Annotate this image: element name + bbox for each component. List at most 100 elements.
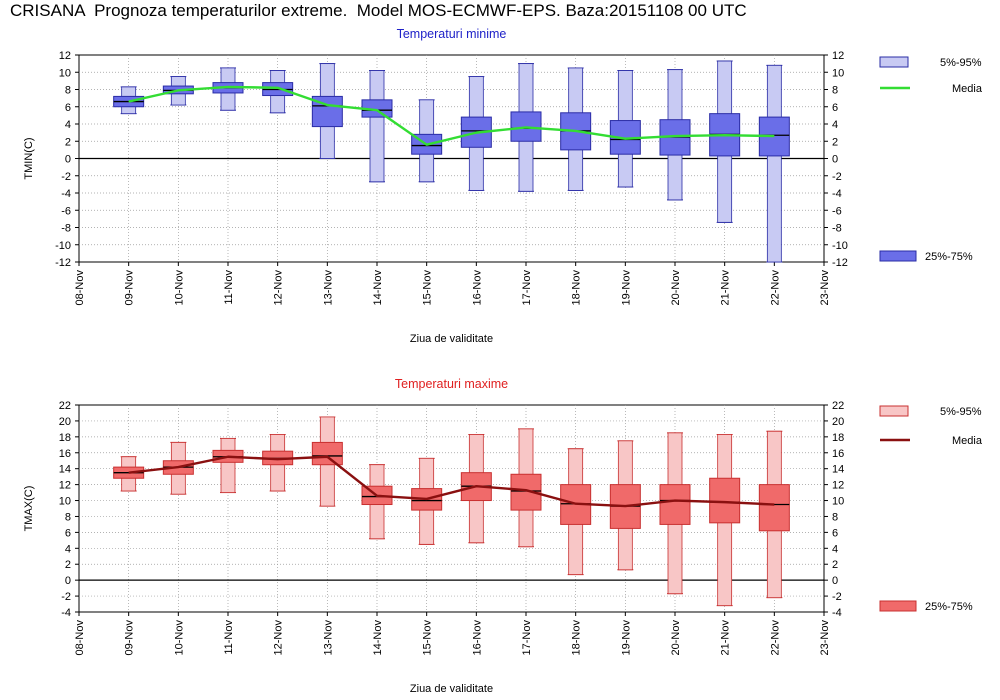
tmax-plot-frame	[78, 404, 825, 613]
tmax-ytick-label: 8	[65, 511, 71, 523]
tmax-ytick-label: 10	[59, 496, 71, 508]
tmin-xtick-label: 22-Nov	[769, 270, 781, 306]
tmin-xtick-label: 15-Nov	[422, 270, 434, 306]
tmin-xtick-label: 14-Nov	[372, 270, 384, 306]
tmax-chart-title: Temperaturi maxime	[395, 377, 508, 391]
tmin-ytick-label: 0	[65, 154, 71, 166]
tmax-ytick-label-right: 0	[832, 575, 838, 587]
tmin-ytick-label: -6	[61, 205, 71, 217]
tmin-xtick-label: 13-Nov	[322, 270, 334, 306]
tmax-legend-range-swatch	[879, 405, 909, 417]
tmax-ytick-label: 22	[59, 400, 71, 412]
tmin-ytick-label-right: 0	[832, 154, 838, 166]
tmax-ytick-label: 12	[59, 480, 71, 492]
tmin-range-5-95-box	[369, 70, 385, 183]
tmin-xtick-label: 12-Nov	[273, 270, 285, 306]
tmin-ytick-label-right: 2	[832, 136, 838, 148]
tmax-xtick-label: 19-Nov	[620, 620, 632, 656]
tmin-ytick-label: 12	[59, 50, 71, 62]
tmax-ytick-label-right: 2	[832, 559, 838, 571]
tmin-ytick-label-right: -4	[832, 188, 842, 200]
tmin-ytick-label: -12	[55, 257, 71, 269]
tmax-ytick-label-right: -4	[832, 607, 842, 619]
tmin-ytick-label: -10	[55, 240, 71, 252]
tmax-xtick-label: 20-Nov	[670, 620, 682, 656]
tmin-legend-range-label: 5%-95%	[940, 57, 982, 69]
tmin-ytick-label-right: -2	[832, 171, 842, 183]
tmax-xtick-label: 13-Nov	[322, 620, 334, 656]
tmin-legend-iqr-label: 25%-75%	[925, 251, 973, 263]
tmax-ytick-label: 6	[65, 527, 71, 539]
tmax-xtick-label: 12-Nov	[273, 620, 285, 656]
tmin-ytick-label-right: 4	[832, 119, 838, 131]
tmin-xtick-label: 23-Nov	[819, 270, 831, 306]
tmin-xtick-label: 18-Nov	[571, 270, 583, 306]
tmin-xtick-label: 16-Nov	[471, 270, 483, 306]
tmin-xtick-label: 19-Nov	[620, 270, 632, 306]
tmin-ytick-label: 6	[65, 102, 71, 114]
tmax-ytick-label-right: 12	[832, 480, 844, 492]
tmax-ytick-label: 0	[65, 575, 71, 587]
tmin-xlabel: Ziua de validitate	[410, 333, 493, 345]
tmin-xtick-label: 09-Nov	[124, 270, 136, 306]
tmin-xtick-label: 10-Nov	[173, 270, 185, 306]
tmin-legend-media-label: Media	[952, 83, 983, 95]
tmax-xtick-label: 10-Nov	[173, 620, 185, 656]
tmin-ytick-label-right: 10	[832, 67, 844, 79]
tmax-ytick-label: 18	[59, 432, 71, 444]
tmax-ytick-label-right: 6	[832, 527, 838, 539]
tmax-ytick-label: 20	[59, 416, 71, 428]
tmin-ytick-label: 2	[65, 136, 71, 148]
tmax-xtick-label: 22-Nov	[769, 620, 781, 656]
tmax-iqr-box	[659, 484, 691, 525]
tmax-ytick-label-right: 18	[832, 432, 844, 444]
tmin-ytick-label: -2	[61, 171, 71, 183]
tmax-legend-iqr-label: 25%-75%	[925, 601, 973, 613]
tmax-ytick-label-right: 10	[832, 496, 844, 508]
tmax-ytick-label: 16	[59, 448, 71, 460]
tmax-ytick-label-right: 20	[832, 416, 844, 428]
tmin-ytick-label-right: -8	[832, 223, 842, 235]
tmax-range-5-95-box	[220, 438, 236, 493]
tmin-media-line	[128, 85, 775, 146]
tmax-iqr-box	[758, 484, 790, 532]
tmax-xtick-label: 09-Nov	[124, 620, 136, 656]
tmin-ytick-label: 10	[59, 67, 71, 79]
tmax-legend-media-label: Media	[952, 435, 983, 447]
tmax-iqr-box	[311, 441, 343, 466]
tmin-legend-range-swatch	[879, 56, 909, 68]
tmax-ytick-label: -4	[61, 607, 71, 619]
tmax-ytick-label: 2	[65, 559, 71, 571]
tmax-ytick-label-right: 16	[832, 448, 844, 460]
tmax-ytick-label-right: 4	[832, 543, 838, 555]
tmax-iqr-box	[709, 477, 741, 524]
tmin-ytick-label: -4	[61, 188, 71, 200]
tmin-ytick-label: -8	[61, 223, 71, 235]
tmin-ytick-label-right: -12	[832, 257, 848, 269]
tmin-ylabel: TMIN(C)	[23, 137, 35, 179]
tmax-ytick-label-right: 22	[832, 400, 844, 412]
tmax-ytick-label-right: -2	[832, 591, 842, 603]
tmin-xtick-label: 20-Nov	[670, 270, 682, 306]
tmax-ytick-label-right: 14	[832, 464, 844, 476]
tmin-xtick-label: 08-Nov	[74, 270, 86, 306]
tmax-legend-iqr-swatch	[879, 600, 917, 612]
tmax-xtick-label: 11-Nov	[223, 620, 235, 655]
tmin-xtick-label: 11-Nov	[223, 270, 235, 305]
tmax-xtick-label: 08-Nov	[74, 620, 86, 656]
tmin-ytick-label-right: 6	[832, 102, 838, 114]
tmin-range-5-95-box	[766, 64, 782, 263]
tmin-xtick-label: 21-Nov	[720, 270, 732, 306]
tmin-ytick-label: 4	[65, 119, 71, 131]
tmax-xtick-label: 18-Nov	[571, 620, 583, 656]
tmax-media-line	[128, 455, 775, 508]
tmax-ytick-label: -2	[61, 591, 71, 603]
tmax-legend-range-label: 5%-95%	[940, 406, 982, 418]
tmax-ytick-label: 14	[59, 464, 71, 476]
page-title: CRISANA Prognoza temperaturilor extreme.…	[10, 1, 747, 20]
tmin-ytick-label-right: -6	[832, 205, 842, 217]
tmax-ytick-label-right: 8	[832, 511, 838, 523]
tmax-ylabel: TMAX(C)	[23, 486, 35, 532]
tmax-xtick-label: 21-Nov	[720, 620, 732, 656]
tmax-xlabel: Ziua de validitate	[410, 683, 493, 695]
